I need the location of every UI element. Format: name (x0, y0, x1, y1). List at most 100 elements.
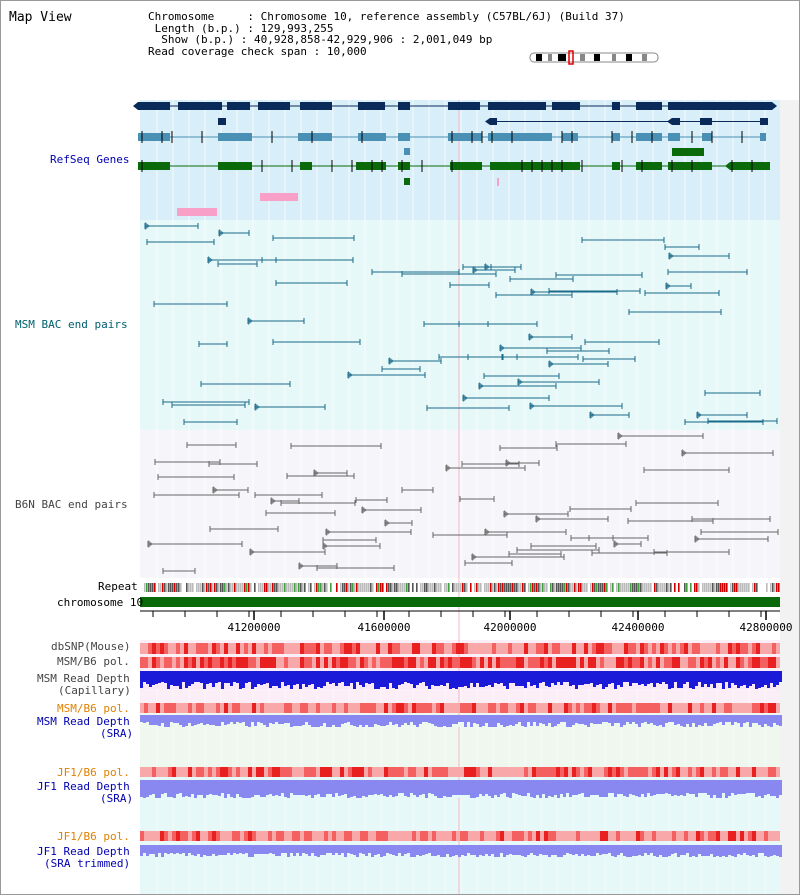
read-depth-bar (575, 845, 578, 854)
polymorphism-heat-cell (424, 831, 428, 841)
polymorphism-heat-cell (468, 767, 472, 777)
read-depth-bar (773, 845, 776, 855)
read-depth-bar (707, 780, 710, 795)
polymorphism-heat-cell (240, 703, 244, 713)
track-label-msm-bac[interactable]: MSM BAC end pairs (15, 318, 128, 331)
polymorphism-heat-cell (264, 767, 268, 777)
bac-end-arrow (145, 222, 150, 230)
polymorphism-heat-cell (272, 657, 276, 668)
track-label-msm-depth-capillary[interactable]: MSM Read Depth (37, 672, 130, 685)
read-depth-bar (482, 715, 485, 726)
repeat-mark (616, 583, 618, 592)
polymorphism-heat-cell (312, 657, 316, 668)
read-depth-bar (557, 715, 560, 724)
gene-exon (404, 178, 410, 185)
polymorphism-heat-cell (412, 657, 416, 668)
read-depth-bar (524, 671, 527, 688)
track-label-msm-depth-sra[interactable]: MSM Read Depth (37, 715, 130, 728)
read-depth-bar (155, 715, 158, 725)
read-depth-bar (248, 845, 251, 857)
bac-end-arrow (255, 403, 260, 411)
polymorphism-heat-cell (212, 643, 216, 654)
polymorphism-heat-cell (300, 703, 304, 713)
read-depth-bar (704, 780, 707, 793)
track-label-jf1-b6-pol-2[interactable]: JF1/B6 pol. (57, 830, 130, 843)
polymorphism-heat-cell (192, 703, 196, 713)
polymorphism-heat-cell (344, 657, 348, 668)
polymorphism-heat-cell (700, 643, 704, 654)
gene-exon (490, 118, 497, 125)
polymorphism-heat-cell (308, 767, 312, 777)
read-depth-bar (203, 780, 206, 798)
repeat-mark (236, 583, 238, 592)
read-depth-bar (458, 845, 461, 857)
read-depth-bar (488, 671, 491, 685)
read-depth-bar (182, 845, 185, 853)
read-depth-bar (290, 845, 293, 853)
repeat-mark (214, 583, 216, 592)
polymorphism-heat-cell (644, 767, 648, 777)
polymorphism-heat-cell (700, 767, 704, 777)
track-label-msm-b6-pol[interactable]: MSM/B6 pol. (57, 655, 130, 668)
polymorphism-heat-cell (472, 767, 476, 777)
track-label-jf1-depth-trimmed[interactable]: JF1 Read Depth (37, 845, 130, 858)
repeat-mark (768, 583, 770, 592)
polymorphism-heat-cell (260, 643, 264, 654)
read-depth-bar (218, 671, 221, 682)
polymorphism-heat-cell (408, 657, 412, 668)
repeat-mark (624, 583, 626, 592)
read-depth-bar (515, 780, 518, 794)
polymorphism-heat-cell (580, 831, 584, 841)
read-depth-bar (692, 845, 695, 856)
read-depth-bar (173, 715, 176, 723)
track-label-b6n-bac[interactable]: B6N BAC end pairs (15, 498, 128, 511)
read-depth-bar (410, 780, 413, 793)
read-depth-bar (707, 845, 710, 856)
read-depth-bar (737, 671, 740, 688)
polymorphism-heat-cell (520, 657, 524, 668)
read-depth-bar (461, 715, 464, 722)
read-depth-bar (185, 715, 188, 726)
polymorphism-heat-cell (760, 657, 764, 668)
repeat-mark (300, 583, 302, 592)
track-label-msm-b6-pol-2[interactable]: MSM/B6 pol. (57, 702, 130, 715)
polymorphism-heat-cell (724, 831, 728, 841)
read-depth-bar (332, 780, 335, 797)
repeat-mark (258, 583, 260, 592)
repeat-mark (156, 583, 158, 592)
gene-exon (227, 102, 250, 110)
repeat-mark (168, 583, 170, 592)
read-depth-bar (344, 845, 347, 857)
polymorphism-heat-cell (344, 767, 348, 777)
polymorphism-heat-cell (352, 657, 356, 668)
read-depth-bar (608, 780, 611, 793)
track-label-jf1-depth-sra[interactable]: JF1 Read Depth (37, 780, 130, 793)
read-depth-bar (719, 780, 722, 798)
read-depth-bar (425, 671, 428, 686)
polymorphism-heat-cell (436, 703, 440, 713)
polymorphism-heat-cell (340, 767, 344, 777)
track-label-repeat[interactable]: Repeat (98, 580, 138, 593)
read-depth-bar (560, 845, 563, 857)
polymorphism-heat-cell (360, 643, 364, 654)
read-depth-bar (494, 715, 497, 727)
polymorphism-heat-cell (560, 657, 564, 668)
read-depth-bar (383, 671, 386, 687)
read-depth-bar (623, 671, 626, 682)
polymorphism-heat-cell (232, 657, 236, 668)
track-label-refseq[interactable]: RefSeq Genes (50, 153, 130, 166)
track-label-dbsnp[interactable]: dbSNP(Mouse) (51, 640, 131, 653)
polymorphism-heat-cell (452, 643, 456, 654)
polymorphism-heat-cell (668, 767, 672, 777)
polymorphism-heat-cell (548, 831, 552, 841)
polymorphism-heat-cell (328, 703, 332, 713)
repeat-mark (170, 583, 172, 592)
read-depth-bar (176, 845, 179, 853)
read-depth-bar (395, 715, 398, 724)
repeat-mark (220, 583, 222, 592)
bac-end-arrow (446, 464, 451, 472)
track-label-jf1-b6-pol[interactable]: JF1/B6 pol. (57, 766, 130, 779)
read-depth-bar (638, 845, 641, 855)
polymorphism-heat-cell (632, 703, 636, 713)
